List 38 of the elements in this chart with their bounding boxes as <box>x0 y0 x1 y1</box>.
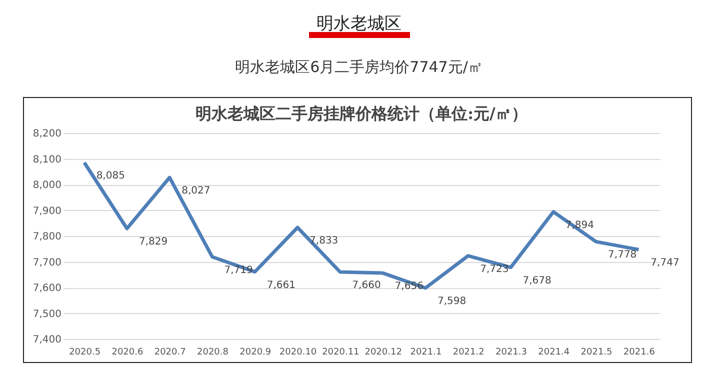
chart-title: 明水老城区 <box>316 13 402 35</box>
y-tick-label: 7,800 <box>32 232 62 242</box>
data-label: 7,719 <box>224 264 253 276</box>
y-tick-label: 8,000 <box>32 180 62 191</box>
y-tick-label: 7,400 <box>32 334 62 346</box>
data-label: 7,678 <box>522 275 552 286</box>
x-tick-label: 2020.10 <box>279 348 317 358</box>
y-tick-label: 8,100 <box>32 154 62 166</box>
y-tick-label: 7,600 <box>32 283 62 294</box>
data-label: 7,661 <box>266 280 296 291</box>
x-tick-label: 2020.6 <box>112 348 144 358</box>
data-label: 7,660 <box>352 280 381 292</box>
line-series <box>82 160 640 290</box>
x-tick-label: 2021.1 <box>410 348 442 358</box>
data-label: 7,747 <box>650 258 680 269</box>
chart-subtitle: 明水老城区6月二手房均价7747元/㎡ <box>234 58 484 77</box>
x-tick-label: 2021.5 <box>580 348 612 358</box>
x-tick-label: 2021.4 <box>538 348 570 358</box>
data-label: 7,829 <box>138 236 168 248</box>
x-tick-label: 2021.2 <box>452 348 484 358</box>
x-tick-label: 2020.12 <box>364 348 402 358</box>
x-tick-label: 2020.8 <box>197 348 229 358</box>
x-tick-label: 2021.3 <box>496 348 527 358</box>
x-tick-label: 2020.9 <box>240 348 272 358</box>
text: 明水老城区二手房挂牌价格统计（单位:元/㎡） <box>196 104 528 123</box>
data-label: 8,027 <box>182 186 210 197</box>
x-tick-label: 2020.5 <box>69 348 101 358</box>
y-tick-label: 8,200 <box>32 128 62 140</box>
y-tick-label: 7,500 <box>32 308 62 320</box>
data-label: 7,723 <box>480 264 509 275</box>
y-tick-label: 7,900 <box>32 206 62 217</box>
data-label: 7,778 <box>608 250 637 261</box>
x-tick-label: 2020.7 <box>154 348 186 358</box>
data-label: 7,598 <box>437 296 466 308</box>
x-tick-label: 2021.6 <box>623 348 656 358</box>
x-tick-label: 2020.11 <box>322 348 360 358</box>
y-tick-label: 7,700 <box>32 257 62 268</box>
data-label: 8,085 <box>96 170 125 182</box>
